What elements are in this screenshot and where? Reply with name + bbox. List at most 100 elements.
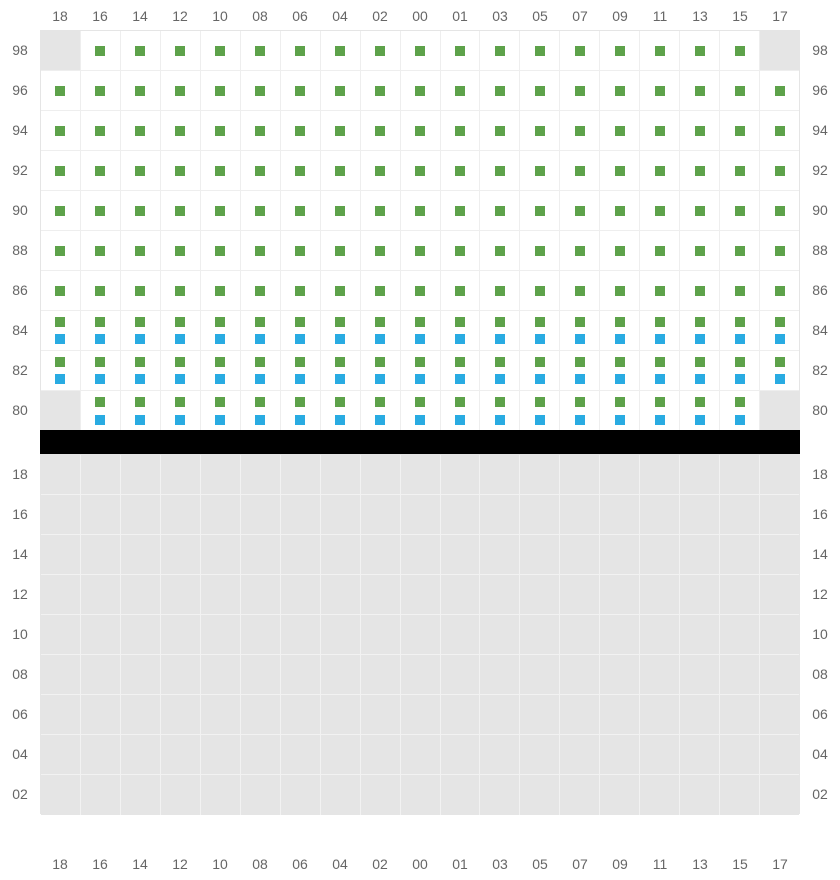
seat-cell[interactable]: [480, 191, 520, 231]
seat-cell[interactable]: [401, 351, 441, 391]
seat-cell[interactable]: [161, 391, 201, 431]
seat-cell[interactable]: [560, 311, 600, 351]
seat-cell[interactable]: [560, 31, 600, 71]
seat-cell[interactable]: [321, 391, 361, 431]
seat-cell[interactable]: [720, 31, 760, 71]
seat-cell[interactable]: [281, 231, 321, 271]
seat-cell[interactable]: [121, 351, 161, 391]
seat-cell[interactable]: [760, 231, 799, 271]
seat-cell[interactable]: [640, 191, 680, 231]
seat-cell[interactable]: [560, 191, 600, 231]
seat-cell[interactable]: [760, 111, 799, 151]
seat-cell[interactable]: [321, 111, 361, 151]
seat-cell[interactable]: [640, 71, 680, 111]
seat-cell[interactable]: [161, 231, 201, 271]
seat-cell[interactable]: [361, 31, 401, 71]
seat-cell[interactable]: [760, 311, 799, 351]
seat-cell[interactable]: [81, 271, 121, 311]
seat-cell[interactable]: [361, 231, 401, 271]
seat-cell[interactable]: [401, 191, 441, 231]
seat-cell[interactable]: [321, 31, 361, 71]
seat-cell[interactable]: [520, 351, 560, 391]
seat-cell[interactable]: [560, 271, 600, 311]
seat-cell[interactable]: [161, 151, 201, 191]
seat-cell[interactable]: [600, 191, 640, 231]
seat-cell[interactable]: [281, 311, 321, 351]
seat-cell[interactable]: [241, 231, 281, 271]
seat-cell[interactable]: [201, 271, 241, 311]
seat-cell[interactable]: [600, 311, 640, 351]
seat-cell[interactable]: [201, 191, 241, 231]
seat-cell[interactable]: [81, 71, 121, 111]
seat-cell[interactable]: [680, 191, 720, 231]
seat-cell[interactable]: [441, 231, 481, 271]
seat-cell[interactable]: [241, 391, 281, 431]
seat-cell[interactable]: [640, 111, 680, 151]
seat-cell[interactable]: [121, 271, 161, 311]
seat-cell[interactable]: [41, 191, 81, 231]
seat-cell[interactable]: [401, 231, 441, 271]
seat-cell[interactable]: [441, 31, 481, 71]
seat-cell[interactable]: [480, 71, 520, 111]
seat-cell[interactable]: [41, 271, 81, 311]
seat-cell[interactable]: [121, 111, 161, 151]
seat-cell[interactable]: [441, 151, 481, 191]
seat-cell[interactable]: [640, 271, 680, 311]
seat-cell[interactable]: [480, 311, 520, 351]
seat-cell[interactable]: [600, 231, 640, 271]
seat-cell[interactable]: [760, 71, 799, 111]
seat-cell[interactable]: [760, 191, 799, 231]
seat-cell[interactable]: [480, 111, 520, 151]
seat-cell[interactable]: [121, 31, 161, 71]
seat-cell[interactable]: [321, 271, 361, 311]
seat-cell[interactable]: [480, 351, 520, 391]
seat-cell[interactable]: [161, 351, 201, 391]
seat-cell[interactable]: [441, 111, 481, 151]
seat-cell[interactable]: [401, 151, 441, 191]
seat-cell[interactable]: [81, 31, 121, 71]
seat-cell[interactable]: [720, 191, 760, 231]
seat-cell[interactable]: [640, 391, 680, 431]
seat-cell[interactable]: [161, 31, 201, 71]
seat-cell[interactable]: [121, 151, 161, 191]
seat-cell[interactable]: [441, 191, 481, 231]
seat-cell[interactable]: [201, 31, 241, 71]
seat-cell[interactable]: [41, 71, 81, 111]
seat-cell[interactable]: [361, 311, 401, 351]
seat-cell[interactable]: [401, 391, 441, 431]
seat-cell[interactable]: [600, 71, 640, 111]
seat-cell[interactable]: [81, 311, 121, 351]
seat-cell[interactable]: [720, 71, 760, 111]
seat-cell[interactable]: [121, 71, 161, 111]
seat-cell[interactable]: [161, 111, 201, 151]
seat-cell[interactable]: [520, 391, 560, 431]
seat-cell[interactable]: [441, 351, 481, 391]
seat-cell[interactable]: [361, 191, 401, 231]
seat-cell[interactable]: [600, 151, 640, 191]
seat-cell[interactable]: [480, 31, 520, 71]
seat-cell[interactable]: [560, 71, 600, 111]
seat-cell[interactable]: [401, 111, 441, 151]
seat-cell[interactable]: [281, 151, 321, 191]
seat-cell[interactable]: [480, 271, 520, 311]
seat-cell[interactable]: [201, 111, 241, 151]
seat-cell[interactable]: [41, 231, 81, 271]
seat-cell[interactable]: [560, 111, 600, 151]
seat-cell[interactable]: [281, 71, 321, 111]
seat-cell[interactable]: [361, 271, 401, 311]
seat-cell[interactable]: [560, 151, 600, 191]
seat-cell[interactable]: [201, 151, 241, 191]
seat-cell[interactable]: [680, 351, 720, 391]
seat-cell[interactable]: [241, 111, 281, 151]
seat-cell[interactable]: [241, 311, 281, 351]
seat-cell[interactable]: [520, 271, 560, 311]
seat-cell[interactable]: [121, 391, 161, 431]
seat-cell[interactable]: [680, 31, 720, 71]
seat-cell[interactable]: [121, 191, 161, 231]
seat-cell[interactable]: [281, 351, 321, 391]
seat-cell[interactable]: [600, 271, 640, 311]
seat-cell[interactable]: [201, 311, 241, 351]
seat-cell[interactable]: [281, 191, 321, 231]
seat-cell[interactable]: [361, 111, 401, 151]
seat-cell[interactable]: [640, 31, 680, 71]
